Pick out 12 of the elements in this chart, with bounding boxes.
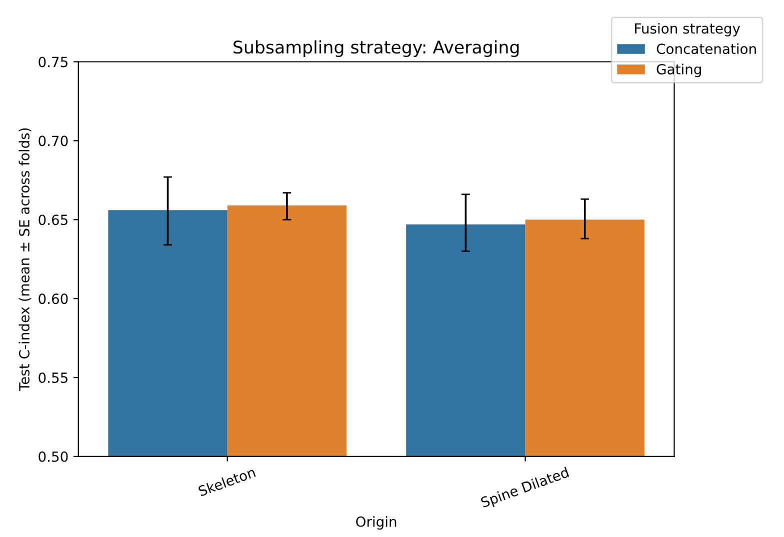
y-tick-label: 0.60 <box>38 294 68 304</box>
y-tick-label: 0.70 <box>38 136 68 146</box>
legend-title: Fusion strategy <box>635 22 740 36</box>
y-tick-label: 0.75 <box>38 56 68 68</box>
x-axis-title: Origin <box>356 516 396 530</box>
legend-label: Concatenation <box>656 43 756 54</box>
y-tick-label: 0.50 <box>38 451 68 462</box>
y-tick-label: 0.65 <box>38 214 68 226</box>
y-axis-title: Test C-index (mean ± SE across folds) <box>18 128 32 392</box>
y-tick-label: 0.55 <box>38 372 68 383</box>
legend-label: Gating <box>656 64 701 78</box>
chart-title: Subsampling strategy: Averaging <box>234 40 519 58</box>
